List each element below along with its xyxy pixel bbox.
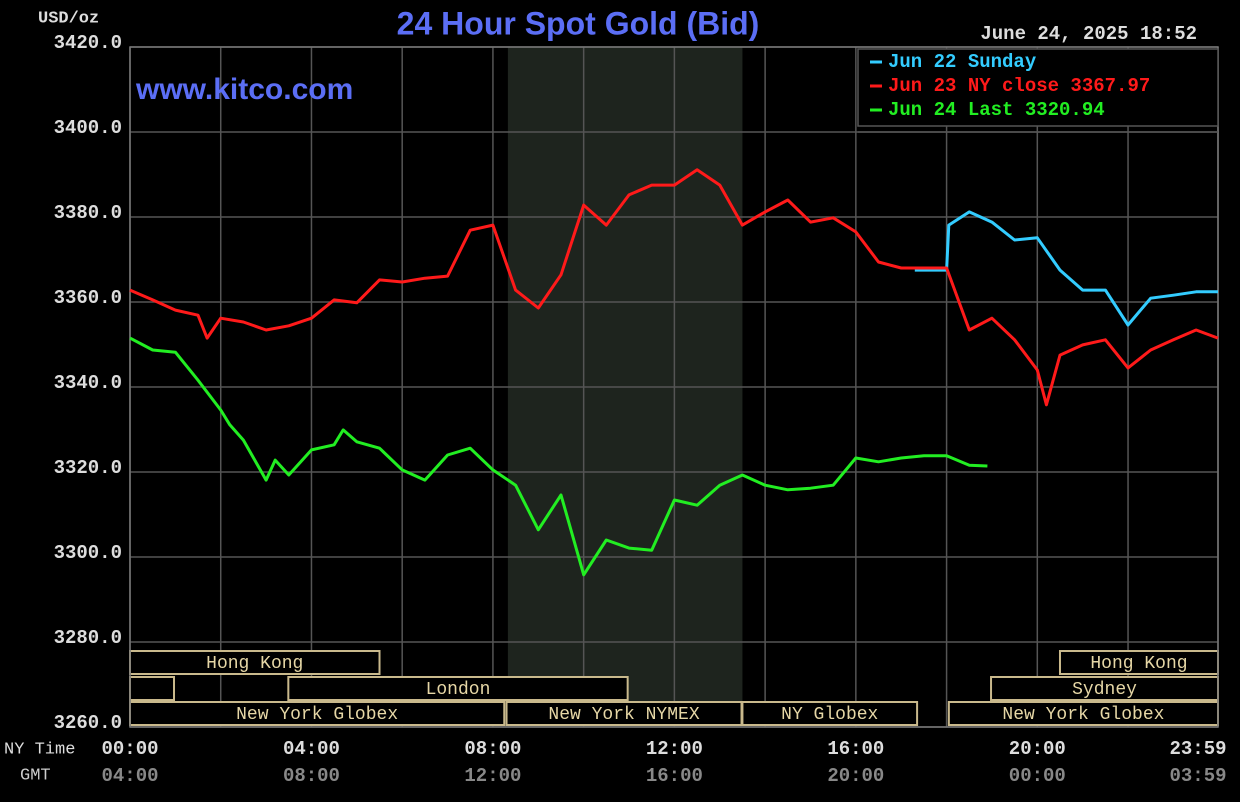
y-axis-label: USD/oz [38,9,99,28]
x2-tick-label: 08:00 [283,765,340,787]
legend-label: Jun 22 Sunday [888,51,1037,73]
x-tick-label: 16:00 [827,738,884,760]
x2-axis-label: GMT [20,766,51,785]
plot-area: 3260.0 3280.0 3300.0 3320.0 3340.0 3360.0 3380… [54,32,1227,787]
y-tick-label: 3380.0 [54,202,122,224]
y-tick-label: 3320.0 [54,457,122,479]
session-label: London [426,680,491,700]
x2-tick-label: 00:00 [1009,765,1066,787]
x-tick-label: 23:59 [1169,738,1226,760]
y-tick-label: 3420.0 [54,32,122,54]
x2-tick-label: 03:59 [1169,765,1226,787]
session-box [741,701,919,726]
series-line [129,336,988,577]
series-line [129,168,1219,407]
x2-tick-label: 20:00 [827,765,884,787]
legend-label: Jun 24 Last 3320.94 [888,99,1105,121]
session-box [287,676,629,701]
x2-tick-label: 12:00 [464,765,521,787]
session-label: NY Globex [781,705,878,725]
y-tick-label: 3360.0 [54,287,122,309]
watermark: www.kitco.com [135,73,353,106]
session-label: New York Globex [236,705,398,725]
x2-tick-label: 16:00 [646,765,703,787]
y-tick-label: 3280.0 [54,627,122,649]
x-tick-label: 20:00 [1009,738,1066,760]
plot-frame [129,46,1219,728]
y-tick-label: 3300.0 [54,542,122,564]
x-tick-label: 04:00 [283,738,340,760]
date-label: June 24, 2025 18:52 [980,23,1197,45]
y-tick-label: 3340.0 [54,372,122,394]
session-label: New York NYMEX [548,705,699,725]
legend-box [857,48,1219,127]
session-label: Hong Kong [1090,654,1187,674]
series-line [914,210,1218,327]
legend-label: Jun 23 NY close 3367.97 [888,75,1150,97]
session-label: Hong Kong [206,654,303,674]
x-tick-label: 12:00 [646,738,703,760]
chart-title: 24 Hour Spot Gold (Bid) [397,5,760,41]
x2-tick-label: 04:00 [101,765,158,787]
x-tick-label: 00:00 [101,738,158,760]
x-tick-label: 08:00 [464,738,521,760]
y-tick-label: 3260.0 [54,712,122,734]
session-label: New York Globex [1002,705,1164,725]
session-box [129,676,176,701]
y-tick-label: 3400.0 [54,117,122,139]
x-axis-label: NY Time [4,740,75,759]
session-label: Sydney [1072,680,1137,700]
